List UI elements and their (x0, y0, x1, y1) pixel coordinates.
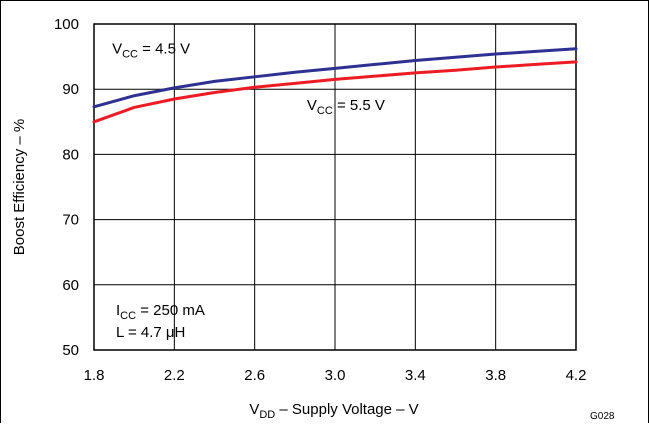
x-tick-label: 3.0 (325, 367, 346, 384)
condition-inductance: L = 4.7 μH (116, 324, 185, 341)
y-tick-labels: 50 60 70 80 90 100 (54, 16, 79, 359)
series-label-main: V (112, 40, 122, 57)
y-tick-label: 70 (62, 212, 79, 229)
x-tick-label: 3.4 (405, 367, 426, 384)
condition-inductance-rest: μH (166, 324, 185, 341)
x-axis-label-main: V (249, 401, 259, 418)
condition-icc: ICC = 250 mA (116, 302, 205, 322)
series-line-0 (92, 47, 578, 109)
condition-icc-sub: CC (120, 310, 136, 322)
y-tick-label: 80 (62, 146, 79, 163)
y-tick-label: 60 (62, 277, 79, 294)
x-tick-label: 2.2 (164, 367, 185, 384)
x-tick-label: 2.6 (244, 367, 265, 384)
x-tick-label: 4.2 (566, 367, 587, 384)
x-tick-label: 3.8 (485, 367, 506, 384)
y-tick-label: 100 (54, 16, 79, 33)
condition-icc-main: I (116, 302, 120, 319)
series-label-1: VCC = 5.5 V (307, 97, 385, 117)
series-label-0: VCC = 4.5 V (112, 40, 190, 60)
y-tick-label: 50 (62, 342, 79, 359)
y-axis-label: Boost Efficiency – % (11, 119, 28, 255)
x-tick-labels: 1.8 2.2 2.6 3.0 3.4 3.8 4.2 (84, 367, 587, 384)
series-label-rest: = 4.5 V (138, 40, 190, 57)
x-tick-label: 1.8 (84, 367, 105, 384)
condition-inductance-main: L = 4.7 (116, 324, 166, 341)
condition-icc-rest: = 250 mA (136, 302, 205, 319)
plot-area (93, 23, 577, 351)
test-conditions: ICC = 250 mA L = 4.7 μH (116, 302, 205, 341)
x-axis-label-rest: – Supply Voltage – V (275, 401, 418, 418)
series-label-rest: = 5.5 V (333, 97, 385, 114)
series-label-main: V (307, 97, 317, 114)
figure-id: G028 (590, 411, 615, 422)
x-axis-label-sub: DD (259, 409, 275, 421)
series-label-sub: CC (317, 105, 333, 117)
series-lines (92, 47, 578, 124)
y-tick-label: 90 (62, 81, 79, 98)
series-label-sub: CC (122, 48, 138, 60)
series-line-1 (92, 60, 578, 124)
x-axis-label: VDD – Supply Voltage – V (249, 401, 418, 421)
